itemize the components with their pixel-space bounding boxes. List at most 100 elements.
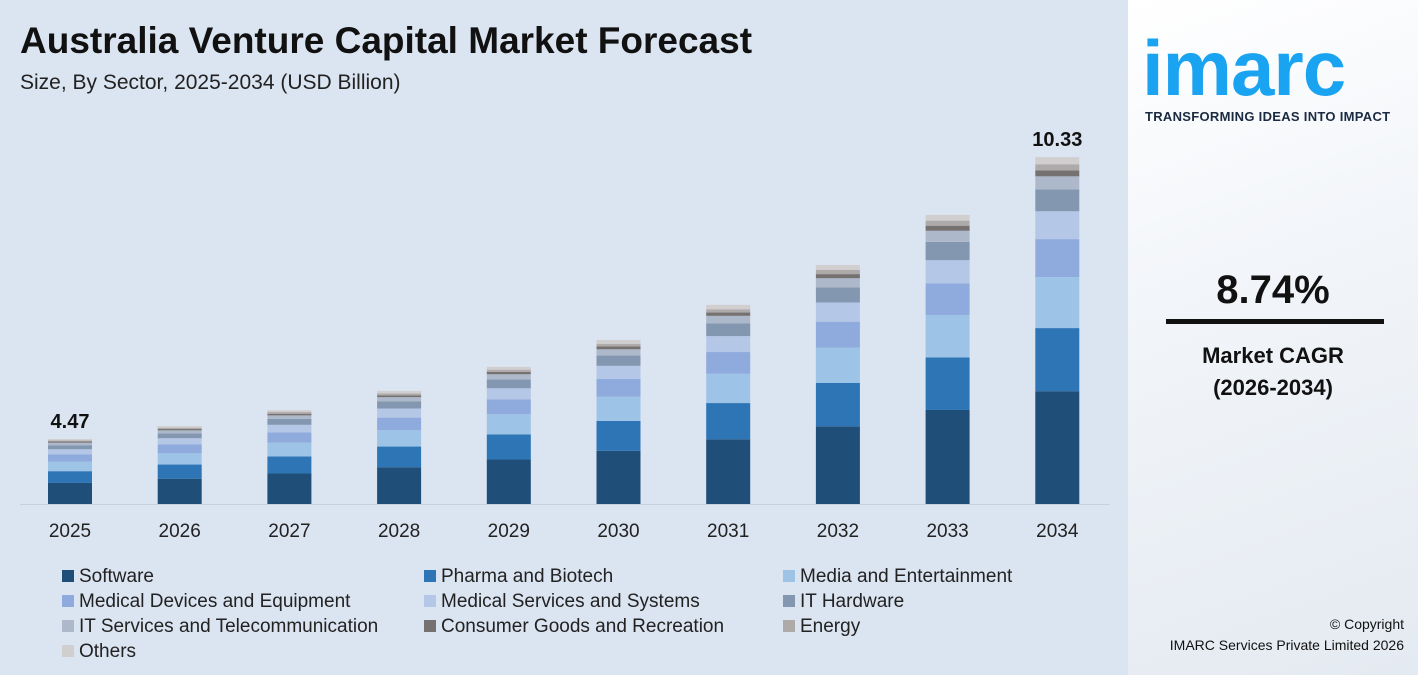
- bar-segment-media-and-entertainment-2026: [157, 453, 202, 465]
- bar-segment-energy-2025: [48, 440, 92, 442]
- bar-segment-software-2026: [157, 478, 202, 504]
- x-tick-label: 2030: [597, 521, 639, 542]
- bar-segment-medical-services-and-systems-2031: [706, 336, 751, 353]
- bar-segment-it-hardware-2034: [1035, 189, 1080, 212]
- copyright: © Copyright: [1329, 616, 1404, 632]
- bar-segment-energy-2026: [157, 427, 202, 430]
- bar-segment-it-hardware-2030: [596, 355, 641, 366]
- bar-segment-pharma-and-biotech-2025: [48, 471, 92, 483]
- bar-segment-consumer-goods-and-recreation-2033: [925, 225, 970, 231]
- imarc-logo: imarc: [1142, 24, 1346, 112]
- legend-item: Consumer Goods and Recreation: [424, 616, 724, 638]
- legend-item: Energy: [783, 616, 860, 638]
- bar-segment-medical-services-and-systems-2025: [48, 449, 92, 455]
- bar-segment-others-2033: [925, 214, 970, 221]
- bar-segment-software-2028: [377, 467, 422, 504]
- bar-segment-medical-devices-and-equipment-2031: [706, 352, 751, 374]
- bar-segment-software-2027: [267, 473, 312, 504]
- bar-segment-energy-2033: [925, 220, 970, 226]
- bar-segment-medical-devices-and-equipment-2032: [815, 321, 860, 348]
- x-tick-label: 2025: [49, 521, 91, 542]
- bar-segment-software-2025: [48, 482, 92, 504]
- bar-segment-pharma-and-biotech-2032: [815, 382, 860, 427]
- bar-segment-consumer-goods-and-recreation-2030: [596, 346, 641, 350]
- bar-segment-medical-services-and-systems-2032: [815, 302, 860, 322]
- legend-swatch: [783, 570, 795, 582]
- bar-segment-medical-devices-and-equipment-2033: [925, 283, 970, 315]
- brand-panel: imarc TRANSFORMING IDEAS INTO IMPACT 8.7…: [1128, 0, 1418, 675]
- bar-segment-others-2034: [1035, 157, 1080, 165]
- copyright-block: © Copyright IMARC Services Private Limit…: [1170, 614, 1404, 656]
- chart-subtitle: Size, By Sector, 2025-2034 (USD Billion): [20, 71, 401, 94]
- legend-swatch: [62, 645, 74, 657]
- bar-segment-consumer-goods-and-recreation-2026: [157, 429, 202, 431]
- bar-segment-medical-devices-and-equipment-2027: [267, 432, 312, 443]
- bar-segment-medical-services-and-systems-2029: [486, 388, 531, 400]
- legend-swatch: [62, 595, 74, 607]
- legend-swatch: [62, 570, 74, 582]
- bar-segment-it-services-and-telecommunication-2026: [157, 430, 202, 434]
- bar-segment-consumer-goods-and-recreation-2028: [377, 395, 422, 398]
- x-tick-label: 2027: [268, 521, 310, 542]
- legend-item: IT Hardware: [783, 591, 904, 613]
- legend-swatch: [783, 620, 795, 632]
- x-tick-label: 2031: [707, 521, 749, 542]
- bar-segment-others-2032: [815, 264, 860, 270]
- legend-item: Others: [62, 641, 136, 663]
- bar-segment-others-2031: [706, 304, 751, 310]
- legend-item: Media and Entertainment: [783, 566, 1012, 588]
- bar-segment-others-2030: [596, 339, 641, 344]
- brand-tagline: TRANSFORMING IDEAS INTO IMPACT: [1145, 109, 1391, 124]
- legend-label: IT Services and Telecommunication: [79, 616, 379, 637]
- bar-segment-consumer-goods-and-recreation-2032: [815, 274, 860, 279]
- legend-item: Medical Services and Systems: [424, 591, 700, 613]
- legend-item: IT Services and Telecommunication: [62, 616, 378, 638]
- bar-segment-software-2029: [486, 459, 531, 504]
- x-tick-label: 2033: [926, 521, 968, 542]
- bar-segment-medical-services-and-systems-2034: [1035, 211, 1080, 240]
- bar-segment-consumer-goods-and-recreation-2031: [706, 312, 751, 316]
- bar-segment-energy-2034: [1035, 164, 1080, 171]
- bar-segment-others-2027: [267, 410, 312, 413]
- bar-segment-consumer-goods-and-recreation-2034: [1035, 170, 1080, 177]
- legend-swatch: [424, 570, 436, 582]
- legend-label: Energy: [800, 616, 861, 637]
- legend-item: Software: [62, 566, 154, 588]
- bar-segment-energy-2032: [815, 269, 860, 275]
- bar-segment-it-services-and-telecommunication-2033: [925, 230, 970, 242]
- legend-swatch: [424, 620, 436, 632]
- x-tick-label: 2028: [378, 521, 420, 542]
- bar-segment-it-services-and-telecommunication-2032: [815, 278, 860, 288]
- bar-segment-consumer-goods-and-recreation-2029: [486, 371, 531, 375]
- bar-segment-it-hardware-2031: [706, 323, 751, 337]
- bar-segment-medical-devices-and-equipment-2026: [157, 444, 202, 454]
- bar-segment-media-and-entertainment-2033: [925, 314, 970, 358]
- legend-swatch: [783, 595, 795, 607]
- bar-segment-media-and-entertainment-2030: [596, 396, 641, 421]
- legend-label: Others: [79, 641, 137, 662]
- bar-segment-it-services-and-telecommunication-2034: [1035, 176, 1080, 190]
- bar-segment-medical-services-and-systems-2028: [377, 408, 422, 418]
- bar-segment-energy-2030: [596, 343, 641, 347]
- bar-segment-media-and-entertainment-2031: [706, 373, 751, 404]
- legend-item: Medical Devices and Equipment: [62, 591, 350, 613]
- bar-segment-medical-services-and-systems-2030: [596, 365, 641, 379]
- bar-segment-energy-2028: [377, 393, 422, 396]
- bar-segment-it-services-and-telecommunication-2028: [377, 397, 422, 402]
- bar-segment-medical-devices-and-equipment-2029: [486, 399, 531, 415]
- bar-segment-energy-2027: [267, 412, 312, 414]
- bar-segment-medical-devices-and-equipment-2025: [48, 454, 92, 462]
- bar-segment-others-2025: [48, 439, 92, 441]
- bar-segment-media-and-entertainment-2028: [377, 430, 422, 447]
- legend-label: Medical Devices and Equipment: [79, 591, 351, 612]
- bar-segment-medical-devices-and-equipment-2030: [596, 378, 641, 397]
- bar-segment-it-hardware-2029: [486, 379, 531, 389]
- x-tick-label: 2032: [817, 521, 859, 542]
- legend-swatch: [424, 595, 436, 607]
- legend-label: Pharma and Biotech: [441, 566, 614, 587]
- legend-label: Software: [79, 566, 154, 587]
- bar-segment-pharma-and-biotech-2029: [486, 434, 531, 460]
- legend-label: Medical Services and Systems: [441, 591, 700, 612]
- bar-segment-it-services-and-telecommunication-2025: [48, 442, 92, 446]
- bar-segment-it-services-and-telecommunication-2029: [486, 374, 531, 380]
